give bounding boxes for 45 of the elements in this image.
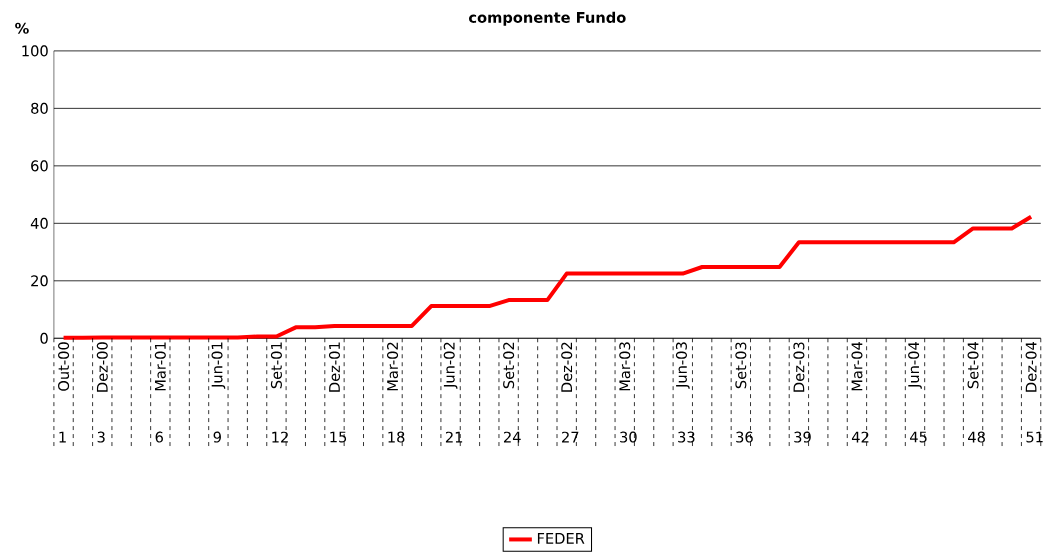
x-tick-label: Set-03 xyxy=(735,342,747,389)
text: 45 xyxy=(909,431,927,443)
text: 1 xyxy=(59,431,66,443)
y-tick-label: 60 xyxy=(31,160,48,172)
x-tick-label: Mar-01 xyxy=(154,342,166,391)
x-tick-label: Mar-03 xyxy=(619,342,631,391)
text: 6 xyxy=(155,431,163,443)
x-tick-label: Dez-00 xyxy=(96,342,108,392)
text: 36 xyxy=(736,431,753,443)
text: 12 xyxy=(272,431,288,443)
text: 51 xyxy=(1026,431,1043,443)
y-tick-label: 0 xyxy=(40,332,48,344)
x-tick-label: Mar-04 xyxy=(851,342,863,391)
text: 24 xyxy=(503,431,521,443)
text: 33 xyxy=(678,431,695,443)
x-tick-label: Jun-01 xyxy=(211,342,226,389)
x-tick-label: Mar-02 xyxy=(387,342,399,391)
x-tick-label: Jun-03 xyxy=(675,342,690,389)
x-tick-label: Dez-03 xyxy=(793,342,805,392)
text: 21 xyxy=(445,431,463,443)
x-tick-label: Dez-01 xyxy=(328,342,341,392)
text: 27 xyxy=(562,431,579,443)
x-tick-label: Dez-04 xyxy=(1025,342,1037,392)
x-tick-label: Jun-02 xyxy=(443,342,458,389)
text: 42 xyxy=(851,431,869,443)
text: 48 xyxy=(968,431,985,443)
y-tick-label: 100 xyxy=(22,45,48,57)
y-tick-label: 40 xyxy=(30,217,48,229)
y-axis-title: % xyxy=(15,22,29,34)
y-tick-label: 20 xyxy=(31,275,48,287)
x-tick-label: Out-00 xyxy=(58,342,70,391)
text: 9 xyxy=(213,431,221,443)
x-tick-label: Set-02 xyxy=(503,342,515,389)
chart-title: componente Fundo xyxy=(469,11,626,26)
x-tick-label: Dez-02 xyxy=(561,342,573,392)
legend-label: FEDER xyxy=(537,533,585,544)
x-tick-label: Set-01 xyxy=(270,342,282,389)
y-tick-label: 80 xyxy=(31,102,48,114)
text: 30 xyxy=(620,431,637,443)
x-tick-label: Set-04 xyxy=(967,342,979,389)
text: 18 xyxy=(388,431,405,443)
text: 3 xyxy=(97,431,105,443)
text: 15 xyxy=(330,431,347,443)
text: 39 xyxy=(794,431,811,443)
x-tick-label: Jun-04 xyxy=(908,342,922,389)
